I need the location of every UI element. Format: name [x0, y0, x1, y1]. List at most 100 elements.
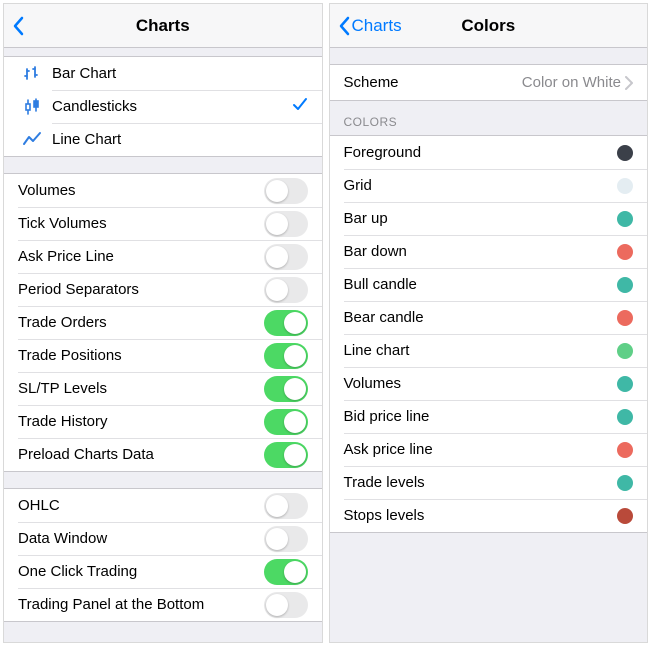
toggle-switch[interactable] — [264, 178, 308, 204]
color-row[interactable]: Grid — [330, 169, 648, 202]
toggle-row: Period Separators — [4, 273, 322, 306]
toggle-row: Ask Price Line — [4, 240, 322, 273]
line-chart-icon — [18, 130, 46, 150]
charts-settings-pane: Charts Bar Chart Candlesticks Line Chart V… — [3, 3, 323, 643]
color-label: Foreground — [344, 144, 618, 161]
color-label: Line chart — [344, 342, 618, 359]
scheme-label: Scheme — [344, 74, 522, 91]
toggle-label: Trade Positions — [18, 347, 264, 364]
color-swatch — [617, 277, 633, 293]
color-row[interactable]: Stops levels — [330, 499, 648, 532]
chevron-right-icon — [625, 76, 633, 90]
toggle-label: Preload Charts Data — [18, 446, 264, 463]
toggle-row: Volumes — [4, 174, 322, 207]
chart-type-row[interactable]: Line Chart — [4, 123, 322, 156]
toggle-switch[interactable] — [264, 409, 308, 435]
navbar-left: Charts — [4, 4, 322, 48]
color-label: Volumes — [344, 375, 618, 392]
chevron-left-icon — [12, 16, 24, 36]
chart-type-label: Bar Chart — [52, 65, 308, 82]
color-label: Bear candle — [344, 309, 618, 326]
toggle-switch[interactable] — [264, 244, 308, 270]
color-swatch — [617, 310, 633, 326]
chart-type-row[interactable]: Bar Chart — [4, 57, 322, 90]
color-row[interactable]: Trade levels — [330, 466, 648, 499]
color-row[interactable]: Bear candle — [330, 301, 648, 334]
chart-type-section: Bar Chart Candlesticks Line Chart — [4, 56, 322, 157]
color-row[interactable]: Bid price line — [330, 400, 648, 433]
color-row[interactable]: Bar down — [330, 235, 648, 268]
color-label: Stops levels — [344, 507, 618, 524]
back-label: Charts — [352, 16, 402, 36]
toggle-label: Ask Price Line — [18, 248, 264, 265]
color-row[interactable]: Bull candle — [330, 268, 648, 301]
color-row[interactable]: Volumes — [330, 367, 648, 400]
toggle-row: Trade History — [4, 405, 322, 438]
toggle-label: Data Window — [18, 530, 264, 547]
bar-chart-icon — [18, 64, 46, 84]
toggle-label: One Click Trading — [18, 563, 264, 580]
color-label: Bid price line — [344, 408, 618, 425]
toggle-switch[interactable] — [264, 592, 308, 618]
toggle-switch[interactable] — [264, 493, 308, 519]
colors-settings-pane: Charts Colors Scheme Color on White COLO… — [329, 3, 649, 643]
toggle-label: Trade Orders — [18, 314, 264, 331]
color-row[interactable]: Bar up — [330, 202, 648, 235]
toggle-row: Tick Volumes — [4, 207, 322, 240]
color-row[interactable]: Foreground — [330, 136, 648, 169]
toggle-row: One Click Trading — [4, 555, 322, 588]
back-button[interactable]: Charts — [330, 16, 402, 36]
color-swatch — [617, 376, 633, 392]
chart-type-row[interactable]: Candlesticks — [4, 90, 322, 123]
toggle-row: Trade Orders — [4, 306, 322, 339]
color-swatch — [617, 475, 633, 491]
color-row[interactable]: Line chart — [330, 334, 648, 367]
scheme-row[interactable]: Scheme Color on White — [330, 65, 648, 100]
scheme-value: Color on White — [522, 74, 621, 91]
color-label: Ask price line — [344, 441, 618, 458]
toggle-row: SL/TP Levels — [4, 372, 322, 405]
color-swatch — [617, 145, 633, 161]
toggle-switch[interactable] — [264, 442, 308, 468]
back-button[interactable] — [4, 16, 26, 36]
toggle-switch[interactable] — [264, 211, 308, 237]
color-label: Grid — [344, 177, 618, 194]
colors-section: Foreground Grid Bar up Bar down Bull candle B… — [330, 135, 648, 533]
toggle-switch[interactable] — [264, 376, 308, 402]
toggle-label: Trading Panel at the Bottom — [18, 596, 264, 613]
color-swatch — [617, 244, 633, 260]
toggle-row: Trade Positions — [4, 339, 322, 372]
color-label: Bar down — [344, 243, 618, 260]
toggle-label: SL/TP Levels — [18, 380, 264, 397]
toggle-row: Preload Charts Data — [4, 438, 322, 471]
toggle-label: Trade History — [18, 413, 264, 430]
toggle-switch[interactable] — [264, 310, 308, 336]
scheme-section: Scheme Color on White — [330, 64, 648, 101]
color-swatch — [617, 409, 633, 425]
display-toggles-section: Volumes Tick Volumes Ask Price Line Period … — [4, 173, 322, 472]
colors-section-header: COLORS — [330, 101, 648, 135]
toggle-switch[interactable] — [264, 277, 308, 303]
toggle-label: Tick Volumes — [18, 215, 264, 232]
color-label: Bull candle — [344, 276, 618, 293]
color-row[interactable]: Ask price line — [330, 433, 648, 466]
color-swatch — [617, 508, 633, 524]
chart-type-label: Candlesticks — [52, 98, 292, 115]
chevron-left-icon — [338, 16, 350, 36]
toggle-row: Trading Panel at the Bottom — [4, 588, 322, 621]
toggle-switch[interactable] — [264, 559, 308, 585]
navbar-right: Charts Colors — [330, 4, 648, 48]
toggle-row: Data Window — [4, 522, 322, 555]
color-swatch — [617, 343, 633, 359]
color-label: Bar up — [344, 210, 618, 227]
color-label: Trade levels — [344, 474, 618, 491]
panel-toggles-section: OHLC Data Window One Click Trading Trading … — [4, 488, 322, 622]
color-swatch — [617, 211, 633, 227]
toggle-switch[interactable] — [264, 526, 308, 552]
checkmark-icon — [292, 97, 308, 116]
toggle-switch[interactable] — [264, 343, 308, 369]
toggle-label: Volumes — [18, 182, 264, 199]
color-swatch — [617, 442, 633, 458]
candle-chart-icon — [18, 97, 46, 117]
toggle-row: OHLC — [4, 489, 322, 522]
